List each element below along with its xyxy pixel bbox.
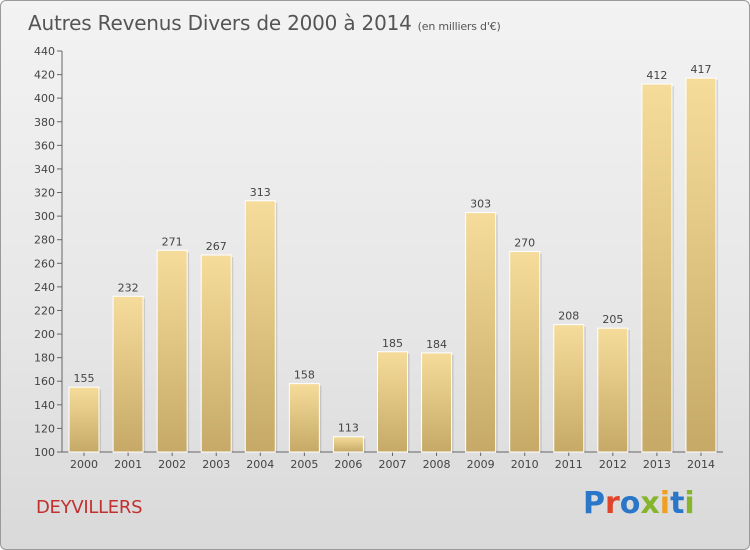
x-tick-label: 2002 [158,458,186,471]
y-tick-label: 300 [34,210,55,223]
x-tick-label: 2003 [202,458,230,471]
bar [421,352,453,453]
bar [68,386,100,453]
chart-title: Autres Revenus Divers de 2000 à 2014 (en … [28,11,501,35]
value-label: 267 [206,240,227,253]
bars [68,77,718,453]
value-label: 270 [514,237,535,250]
value-label: 208 [558,310,579,323]
y-tick-label: 320 [34,187,55,200]
y-tick-label: 180 [34,352,55,365]
value-label: 412 [646,69,667,82]
x-tick-label: 2011 [555,458,583,471]
value-label: 417 [690,63,711,76]
y-tick-label: 140 [34,399,55,412]
bar [244,200,276,453]
bar [112,295,144,453]
x-tick-label: 2013 [643,458,671,471]
bar [597,327,629,453]
brand-letter: x [640,486,660,521]
x-tick-label: 2010 [511,458,539,471]
value-label: 232 [118,281,139,294]
brand-letter: r [605,486,620,521]
brand-letter: i [659,486,671,521]
x-tick-label: 2012 [599,458,627,471]
value-label: 271 [162,235,183,248]
x-tick-label: 2009 [467,458,495,471]
value-label: 313 [250,186,271,199]
y-tick-label: 440 [34,45,55,58]
x-tick-label: 2001 [114,458,142,471]
y-tick-label: 240 [34,281,55,294]
bar [332,436,364,453]
commune-name: DEYVILLERS [36,497,143,518]
y-tick-label: 220 [34,304,55,317]
y-tick-label: 200 [34,328,55,341]
bar [641,83,673,453]
y-tick-label: 100 [34,446,55,459]
y-tick-label: 120 [34,422,55,435]
bar [288,383,320,453]
y-tick-label: 420 [34,69,55,82]
value-labels: 155 232 271 267 313 158 113 185 184 303 270 208 205 4… [74,63,712,435]
x-tick-label: 2007 [379,458,407,471]
value-label: 303 [470,198,491,211]
value-label: 185 [382,337,403,350]
y-tick-label: 400 [34,92,55,105]
x-tick-label: 2008 [423,458,451,471]
y-tick-label: 360 [34,139,55,152]
brand-letter: i [684,486,695,521]
x-tick-label: 2004 [246,458,274,471]
bar [377,351,408,453]
brand-letter: o [619,486,641,521]
bar [200,254,232,453]
bar-chart: 100 120 140 160 180 200 220 240 260 280 300 320 340 3… [34,45,723,471]
axes: 100 120 140 160 180 200 220 240 260 280 300 320 340 3… [34,45,723,471]
x-tick-label: 2005 [290,458,318,471]
x-tick-label: 2014 [687,458,715,471]
chart-unit: (en milliers d'€) [417,20,501,33]
brand-letter: t [670,486,685,521]
y-tick-label: 340 [34,163,55,176]
value-label: 113 [338,422,359,435]
y-tick-label: 380 [34,116,55,129]
value-label: 184 [426,338,447,351]
y-tick-label: 280 [34,234,55,247]
value-label: 205 [602,313,623,326]
bar [509,251,541,453]
y-tick-label: 160 [34,375,55,388]
bar [156,249,188,453]
value-label: 158 [294,369,315,382]
brand-letter: P [583,486,605,521]
bar [553,324,585,453]
x-tick-label: 2006 [334,458,362,471]
y-tick-label: 260 [34,257,55,270]
bar [465,212,497,453]
value-label: 155 [74,372,95,385]
brand-logo: Proxiti [583,486,695,521]
bar [685,77,717,453]
x-tick-label: 2000 [70,458,98,471]
chart-title-text: Autres Revenus Divers de 2000 à 2014 [28,11,412,35]
